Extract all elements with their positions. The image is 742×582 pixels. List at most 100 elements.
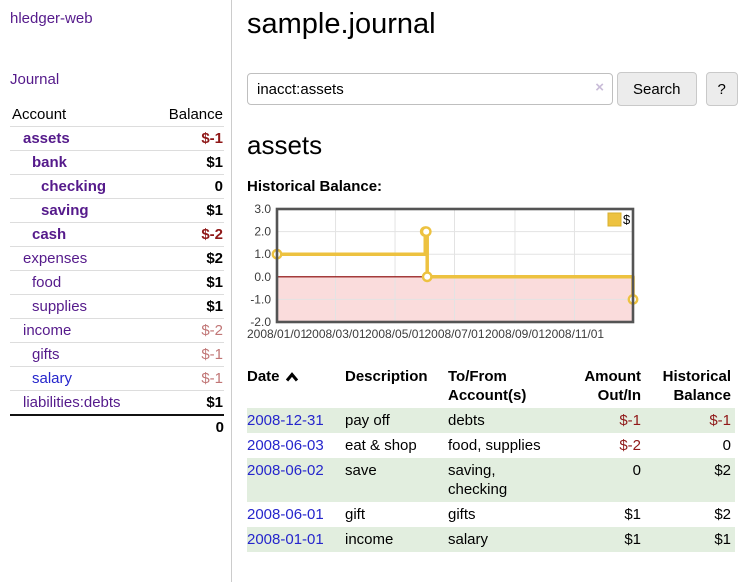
account-balance: $2 — [151, 246, 224, 271]
account-name-cell: salary — [10, 366, 152, 391]
app-title: hledger-web — [10, 10, 224, 27]
svg-text:2008/05/01: 2008/05/01 — [365, 327, 425, 341]
transaction-balance: $2 — [714, 506, 731, 523]
transaction-date-link[interactable]: 2008-01-01 — [247, 531, 324, 548]
transaction-date-cell: 2008-06-03 — [247, 433, 345, 458]
account-row: salary $-1 — [10, 366, 224, 391]
account-balance: $-1 — [151, 366, 224, 391]
register-row: 2008-06-01 gift gifts $1 $2 — [247, 502, 735, 527]
account-balance: 0 — [151, 174, 224, 199]
account-link-supplies[interactable]: supplies — [32, 298, 88, 315]
account-balance: $-2 — [151, 222, 224, 247]
transaction-accounts: salary — [448, 531, 489, 548]
account-column-header: To/From Account(s) — [448, 368, 527, 404]
svg-text:2.0: 2.0 — [254, 225, 271, 239]
svg-text:2008/07/01: 2008/07/01 — [424, 327, 484, 341]
amount-column-header: Amount Out/In — [584, 368, 641, 404]
transaction-balance: 0 — [722, 437, 731, 454]
account-link-checking[interactable]: checking — [41, 178, 107, 195]
search-form: × Search ? — [247, 72, 738, 106]
account-row: checking 0 — [10, 174, 224, 199]
transaction-date-link[interactable]: 2008-06-01 — [247, 506, 324, 523]
account-row: supplies $1 — [10, 294, 224, 319]
main-content: sample.journal × Search ? assets Histori… — [232, 0, 738, 582]
account-link-food[interactable]: food — [32, 274, 62, 291]
account-link-saving[interactable]: saving — [41, 202, 89, 219]
transaction-amount: $-1 — [619, 412, 641, 429]
transaction-date-link[interactable]: 2008-06-03 — [247, 437, 324, 454]
transaction-description: eat & shop — [345, 437, 417, 454]
sidebar-item-journal[interactable]: Journal — [10, 71, 60, 88]
account-balance: $-1 — [151, 126, 224, 151]
account-name-cell: cash — [10, 222, 152, 247]
account-link-assets[interactable]: assets — [23, 130, 70, 147]
account-link-expenses[interactable]: expenses — [23, 250, 88, 267]
transaction-date-cell: 2008-12-31 — [247, 408, 345, 433]
transaction-description: save — [345, 462, 377, 479]
account-row: saving $1 — [10, 198, 224, 223]
transaction-date-cell: 2008-06-01 — [247, 502, 345, 527]
account-heading: assets — [247, 130, 323, 160]
search-box: × — [247, 73, 613, 105]
account-balance: $1 — [151, 150, 224, 175]
accounts-total-value: 0 — [151, 414, 224, 439]
svg-text:2008/03/01: 2008/03/01 — [305, 327, 365, 341]
transaction-accounts: food, supplies — [448, 437, 541, 454]
sidebar-nav: Journal — [10, 71, 224, 88]
svg-text:-1.0: -1.0 — [250, 292, 271, 306]
account-link-liabilities-debts[interactable]: liabilities:debts — [23, 394, 121, 411]
account-link-income[interactable]: income — [23, 322, 72, 339]
account-name-cell: liabilities:debts — [10, 390, 152, 416]
account-link-gifts[interactable]: gifts — [32, 346, 60, 363]
page-title: sample.journal — [247, 8, 436, 40]
search-input[interactable] — [247, 73, 613, 105]
description-column-header: Description — [345, 368, 428, 385]
svg-text:0.0: 0.0 — [254, 270, 271, 284]
transaction-date-cell: 2008-01-01 — [247, 527, 345, 552]
chart-title: Historical Balance: — [247, 178, 383, 195]
clear-search-icon[interactable]: × — [595, 79, 604, 96]
account-name-cell: assets — [10, 126, 152, 151]
account-balance: $-1 — [151, 342, 224, 367]
help-button[interactable]: ? — [705, 72, 738, 106]
transaction-description: income — [345, 531, 394, 548]
account-row: food $1 — [10, 270, 224, 295]
account-name-cell: income — [10, 318, 152, 343]
search-button[interactable]: Search — [617, 72, 697, 106]
account-name-cell: checking — [10, 174, 152, 199]
account-balance: $1 — [151, 270, 224, 295]
transaction-balance: $2 — [714, 462, 731, 479]
transaction-date-link[interactable]: 2008-06-02 — [247, 462, 324, 479]
account-row: income $-2 — [10, 318, 224, 343]
transaction-date-cell: 2008-06-02 — [247, 458, 345, 502]
account-link-bank[interactable]: bank — [32, 154, 68, 171]
account-name-cell: saving — [10, 198, 152, 223]
svg-text:1.0: 1.0 — [254, 247, 271, 261]
transaction-amount: 0 — [632, 462, 641, 479]
account-balance: $1 — [151, 198, 224, 223]
register-row: 2008-12-31 pay off debts $-1 $-1 — [247, 408, 735, 433]
account-name-cell: food — [10, 270, 152, 295]
account-name-cell: bank — [10, 150, 152, 175]
transaction-balance: $1 — [714, 531, 731, 548]
account-name-cell: expenses — [10, 246, 152, 271]
accounts-total-row: 0 — [10, 414, 224, 439]
account-link-salary[interactable]: salary — [32, 370, 73, 387]
app-title-link[interactable]: hledger-web — [10, 10, 93, 27]
svg-text:3.0: 3.0 — [254, 202, 271, 216]
account-row: expenses $2 — [10, 246, 224, 271]
date-column-header[interactable]: Date — [247, 364, 345, 408]
transaction-balance: $-1 — [709, 412, 731, 429]
svg-text:-2.0: -2.0 — [250, 315, 271, 329]
svg-text:2008/11/01: 2008/11/01 — [545, 327, 604, 341]
account-link-cash[interactable]: cash — [32, 226, 67, 243]
transaction-description: pay off — [345, 412, 390, 429]
account-balance: $1 — [151, 294, 224, 319]
balance-column-header: Balance — [151, 103, 224, 127]
transaction-date-link[interactable]: 2008-12-31 — [247, 412, 324, 429]
register-row: 2008-06-03 eat & shop food, supplies $-2 0 — [247, 433, 735, 458]
register-header-row: Date Description To/From Account(s) Amou… — [247, 364, 735, 408]
balance-column-header: Historical Balance — [662, 368, 731, 404]
account-balance: $1 — [151, 390, 224, 416]
